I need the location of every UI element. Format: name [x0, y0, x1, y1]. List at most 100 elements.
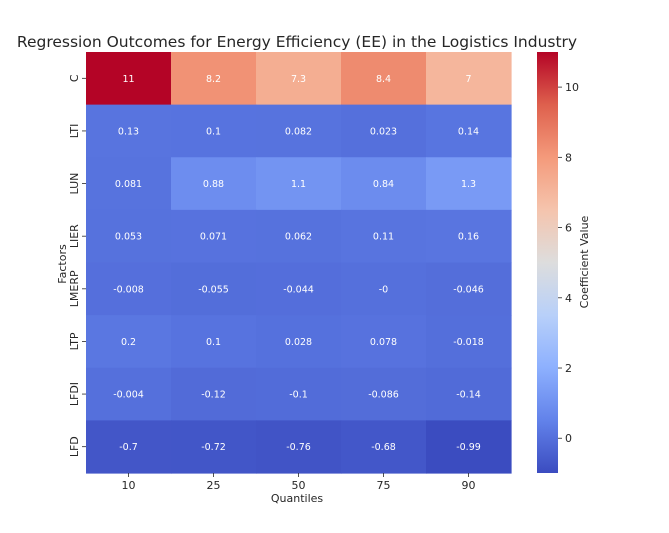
y-tick-label: LMERP [68, 270, 81, 307]
heatmap-cell-labels: 11 8.2 7.3 8.4 7 0.13 0.1 0.082 0.023 0.14 0.081 0.… [113, 74, 484, 453]
cell-value-label: 8.2 [206, 74, 221, 85]
heatmap-cell-lfd-50 [256, 420, 342, 474]
y-axis-ticks: C LTI LUN LIER LMERP LTP LFDI LFD [68, 74, 86, 457]
heatmap-cell-ltp-10 [86, 315, 172, 369]
cell-value-label: 7.3 [291, 74, 306, 85]
cell-value-label: 0.13 [118, 126, 139, 137]
heatmap-cell-lmerp-50 [256, 262, 342, 316]
cell-value-label: -0.99 [456, 442, 481, 453]
cell-value-label: -0.044 [283, 284, 314, 295]
heatmap-cell-lfdi-75 [341, 367, 427, 421]
cell-value-label: -0.046 [453, 284, 484, 295]
colorbar-tick-label: 4 [565, 292, 572, 305]
heatmap-cell-lier-25 [171, 209, 257, 264]
y-tick-label: LFD [68, 436, 81, 457]
heatmap-cell-lfdi-10 [86, 367, 172, 421]
x-tick-label: 90 [462, 479, 476, 492]
heatmap-cell-lfdi-25 [171, 367, 257, 421]
x-axis-label: Quantiles [271, 492, 324, 505]
heatmap-cell-ltp-25 [171, 315, 257, 369]
cell-value-label: -0.1 [289, 390, 308, 401]
x-tick-label: 25 [207, 479, 221, 492]
colorbar-tick-label: 10 [565, 81, 579, 94]
cell-value-label: -0.12 [201, 390, 226, 401]
heatmap-cell-lfd-75 [341, 420, 427, 474]
heatmap-cell-lun-75 [341, 157, 427, 211]
cell-value-label: 0.1 [206, 126, 221, 137]
cell-value-label: 0.16 [458, 232, 479, 243]
cell-value-label: 8.4 [376, 74, 391, 85]
cell-value-label: 0.053 [115, 232, 142, 243]
heatmap-cell-lun-50 [256, 157, 342, 211]
heatmap-cells [86, 52, 512, 474]
colorbar-tick-label: 0 [565, 432, 572, 445]
cell-value-label: -0.008 [113, 284, 144, 295]
x-tick-label: 50 [292, 479, 306, 492]
heatmap-cell-lfd-10 [86, 420, 172, 474]
x-tick-label: 10 [122, 479, 136, 492]
cell-value-label: 1.3 [461, 179, 476, 190]
y-tick-label: LIER [68, 224, 81, 248]
heatmap-cell-lfd-25 [171, 420, 257, 474]
colorbar-tick-label: 6 [565, 222, 572, 235]
cell-value-label: 0.84 [373, 179, 394, 190]
y-tick-label: LFDI [68, 382, 81, 406]
cell-value-label: 0.071 [200, 232, 227, 243]
heatmap-cell-c-10 [86, 52, 172, 106]
colorbar-tick-label: 8 [565, 151, 572, 164]
heatmap-cell-lun-10 [86, 157, 172, 211]
colorbar: 0 2 4 6 8 10 [537, 52, 579, 473]
cell-value-label: -0.7 [119, 442, 138, 453]
heatmap-cell-lier-10 [86, 209, 172, 264]
y-tick-label: C [68, 74, 81, 82]
cell-value-label: -0.72 [201, 442, 226, 453]
heatmap-cell-lmerp-10 [86, 262, 172, 316]
heatmap-cell-c-90 [426, 52, 512, 106]
cell-value-label: 0.1 [206, 337, 221, 348]
y-tick-label: LTP [68, 332, 81, 350]
heatmap-cell-lier-90 [426, 209, 512, 264]
y-tick-label: LUN [68, 173, 81, 195]
heatmap-cell-lun-25 [171, 157, 257, 211]
heatmap-cell-c-25 [171, 52, 257, 106]
cell-value-label: -0.018 [453, 337, 484, 348]
cell-value-label: 0.023 [370, 126, 397, 137]
colorbar-bar [537, 52, 558, 473]
heatmap-cell-c-75 [341, 52, 427, 106]
heatmap-cell-lti-75 [341, 104, 427, 158]
cell-value-label: -0.76 [286, 442, 311, 453]
heatmap-cell-lti-25 [171, 104, 257, 158]
cell-value-label: 0.11 [373, 232, 394, 243]
heatmap-cell-ltp-90 [426, 315, 512, 369]
chart-title: Regression Outcomes for Energy Efficienc… [17, 33, 577, 51]
cell-value-label: -0.68 [371, 442, 396, 453]
heatmap-cell-ltp-75 [341, 315, 427, 369]
cell-value-label: 0.081 [115, 179, 142, 190]
y-tick-label: LTI [68, 124, 81, 139]
heatmap-cell-lfdi-50 [256, 367, 342, 421]
x-axis-ticks: 10 25 50 75 90 [122, 473, 476, 492]
cell-value-label: 0.082 [285, 126, 312, 137]
heatmap-cell-c-50 [256, 52, 342, 106]
colorbar-label: Coefficient Value [578, 215, 591, 308]
heatmap-cell-ltp-50 [256, 315, 342, 369]
heatmap-cell-lmerp-25 [171, 262, 257, 316]
heatmap-cell-lier-75 [341, 209, 427, 264]
cell-value-label: 0.078 [370, 337, 397, 348]
cell-value-label: -0 [379, 284, 388, 295]
cell-value-label: 1.1 [291, 179, 306, 190]
cell-value-label: 0.2 [121, 337, 136, 348]
heatmap-cell-lti-90 [426, 104, 512, 158]
cell-value-label: 7 [465, 74, 471, 85]
cell-value-label: 11 [122, 74, 134, 85]
cell-value-label: 0.88 [203, 179, 224, 190]
cell-value-label: -0.055 [198, 284, 229, 295]
cell-value-label: 0.028 [285, 337, 312, 348]
heatmap-cell-lti-50 [256, 104, 342, 158]
cell-value-label: -0.004 [113, 390, 144, 401]
heatmap-cell-lmerp-75 [341, 262, 427, 316]
cell-value-label: -0.086 [368, 390, 399, 401]
cell-value-label: 0.14 [458, 126, 479, 137]
heatmap-cell-lfdi-90 [426, 367, 512, 421]
